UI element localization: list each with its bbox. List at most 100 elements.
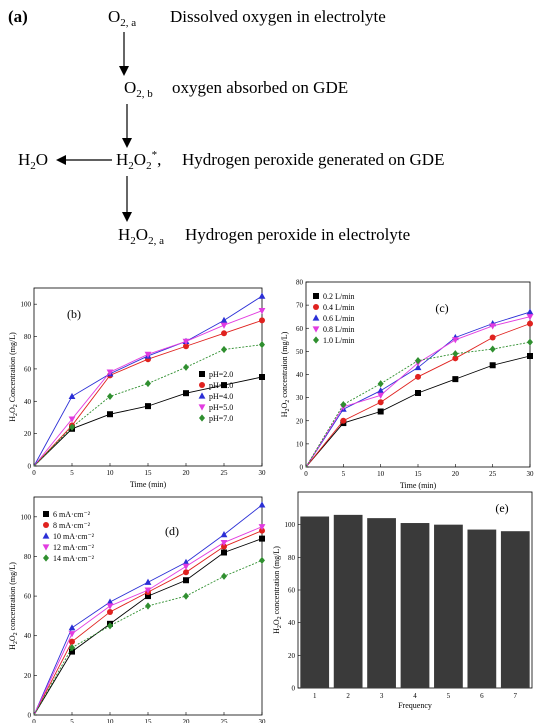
y-tick-label: 80 [296,279,304,287]
data-point [68,624,76,631]
data-point [489,334,496,341]
y-tick-label: 100 [21,301,32,309]
y-tick-label: 70 [296,302,304,310]
data-point [220,539,228,547]
data-point [451,337,459,344]
y-axis-label: H2O2 concentration (mg/L) [272,546,283,634]
bar [367,518,396,688]
legend-marker [198,392,206,399]
legend-marker [42,544,50,551]
y-tick-label: 60 [288,587,296,595]
data-point [415,373,421,380]
x-tick-label: 10 [377,470,385,478]
data-point [415,390,421,396]
bar [300,516,330,688]
flow-step-2-desc: oxygen absorbed on GDE [172,78,348,97]
x-tick-label: 15 [145,469,153,477]
x-tick-label: 15 [415,470,423,478]
data-point [377,408,384,415]
y-tick-label: 10 [296,440,304,448]
legend-marker [199,371,205,377]
data-point [183,569,189,576]
legend-label: 10 mA·cm⁻² [53,532,95,541]
bar [500,531,530,688]
y-tick-label: 60 [296,325,304,333]
y-tick-label: 40 [296,371,304,379]
data-point [221,345,227,354]
data-point [145,602,151,610]
y-tick-label: 0 [292,685,296,693]
data-point [106,369,114,376]
x-tick-label: 1 [313,692,317,700]
legend-marker [199,382,205,388]
data-point [221,543,227,550]
y-tick-label: 20 [24,430,32,438]
legend-marker [198,404,206,411]
panel-label: (d) [165,524,179,538]
data-point [183,390,189,397]
x-tick-label: 5 [447,692,451,700]
y-tick-label: 20 [24,672,32,680]
data-point [221,382,227,389]
legend-marker [312,314,320,321]
data-point [182,338,190,345]
data-point [221,549,227,556]
y-tick-label: 40 [288,619,296,627]
x-tick-label: 2 [346,692,350,700]
bar [434,524,463,688]
data-point [526,314,534,321]
data-point [258,308,266,315]
chart-panel-3: 0 20 40 60 80 100 H2O2 concentration (mg/L) Fre… [272,491,533,710]
y-tick-label: 60 [24,593,32,601]
data-point [106,603,114,610]
flow-side-product: H2O [18,150,48,172]
x-tick-label: 0 [304,470,308,478]
y-axis-label: H2O2 concentration (mg/L) [8,562,19,650]
y-tick-label: 100 [21,513,32,521]
legend-marker [42,532,50,539]
y-tick-label: 0 [300,464,304,472]
data-point [377,387,385,394]
data-point [144,351,152,358]
legend-label: pH=3.0 [209,381,233,390]
x-tick-label: 10 [107,469,115,477]
data-point [107,622,113,630]
data-point [259,341,265,349]
flow-step-4-desc: Hydrogen peroxide in electrolyte [185,225,410,244]
data-point [145,593,151,600]
flow-arrowhead-1 [119,66,129,76]
x-tick-label: 5 [70,469,74,477]
y-tick-label: 0 [28,712,32,720]
x-tick-label: 20 [452,470,460,478]
data-point [145,379,151,388]
data-point [489,362,496,369]
legend-marker [199,414,205,422]
data-point [489,323,497,330]
y-tick-label: 40 [24,398,32,406]
data-point [526,308,534,315]
flow-step-1-desc: Dissolved oxygen in electrolyte [170,7,386,26]
bar [400,523,430,688]
legend-label: 8 mA·cm⁻² [53,521,91,530]
data-point [69,638,75,645]
x-tick-label: 30 [527,470,535,478]
data-point [221,572,227,580]
y-tick-label: 60 [24,365,32,373]
flow-diagram: (a) O2, a Dissolved oxygen in electrolyt… [8,7,444,247]
legend-marker [312,326,320,333]
y-axis-label: H2O2 concentraion (mg/L) [280,331,291,417]
x-tick-label: 25 [221,718,229,723]
y-tick-label: 20 [296,417,304,425]
flow-step-4-species: H2O2, a [118,225,164,247]
x-tick-label: 0 [32,469,36,477]
y-tick-label: 80 [24,333,32,341]
x-tick-label: 5 [70,718,74,723]
series-line [33,538,263,716]
flow-step-1-species: O2, a [108,7,136,29]
data-point [69,644,75,652]
data-point [377,399,384,406]
x-tick-label: 5 [342,470,346,478]
